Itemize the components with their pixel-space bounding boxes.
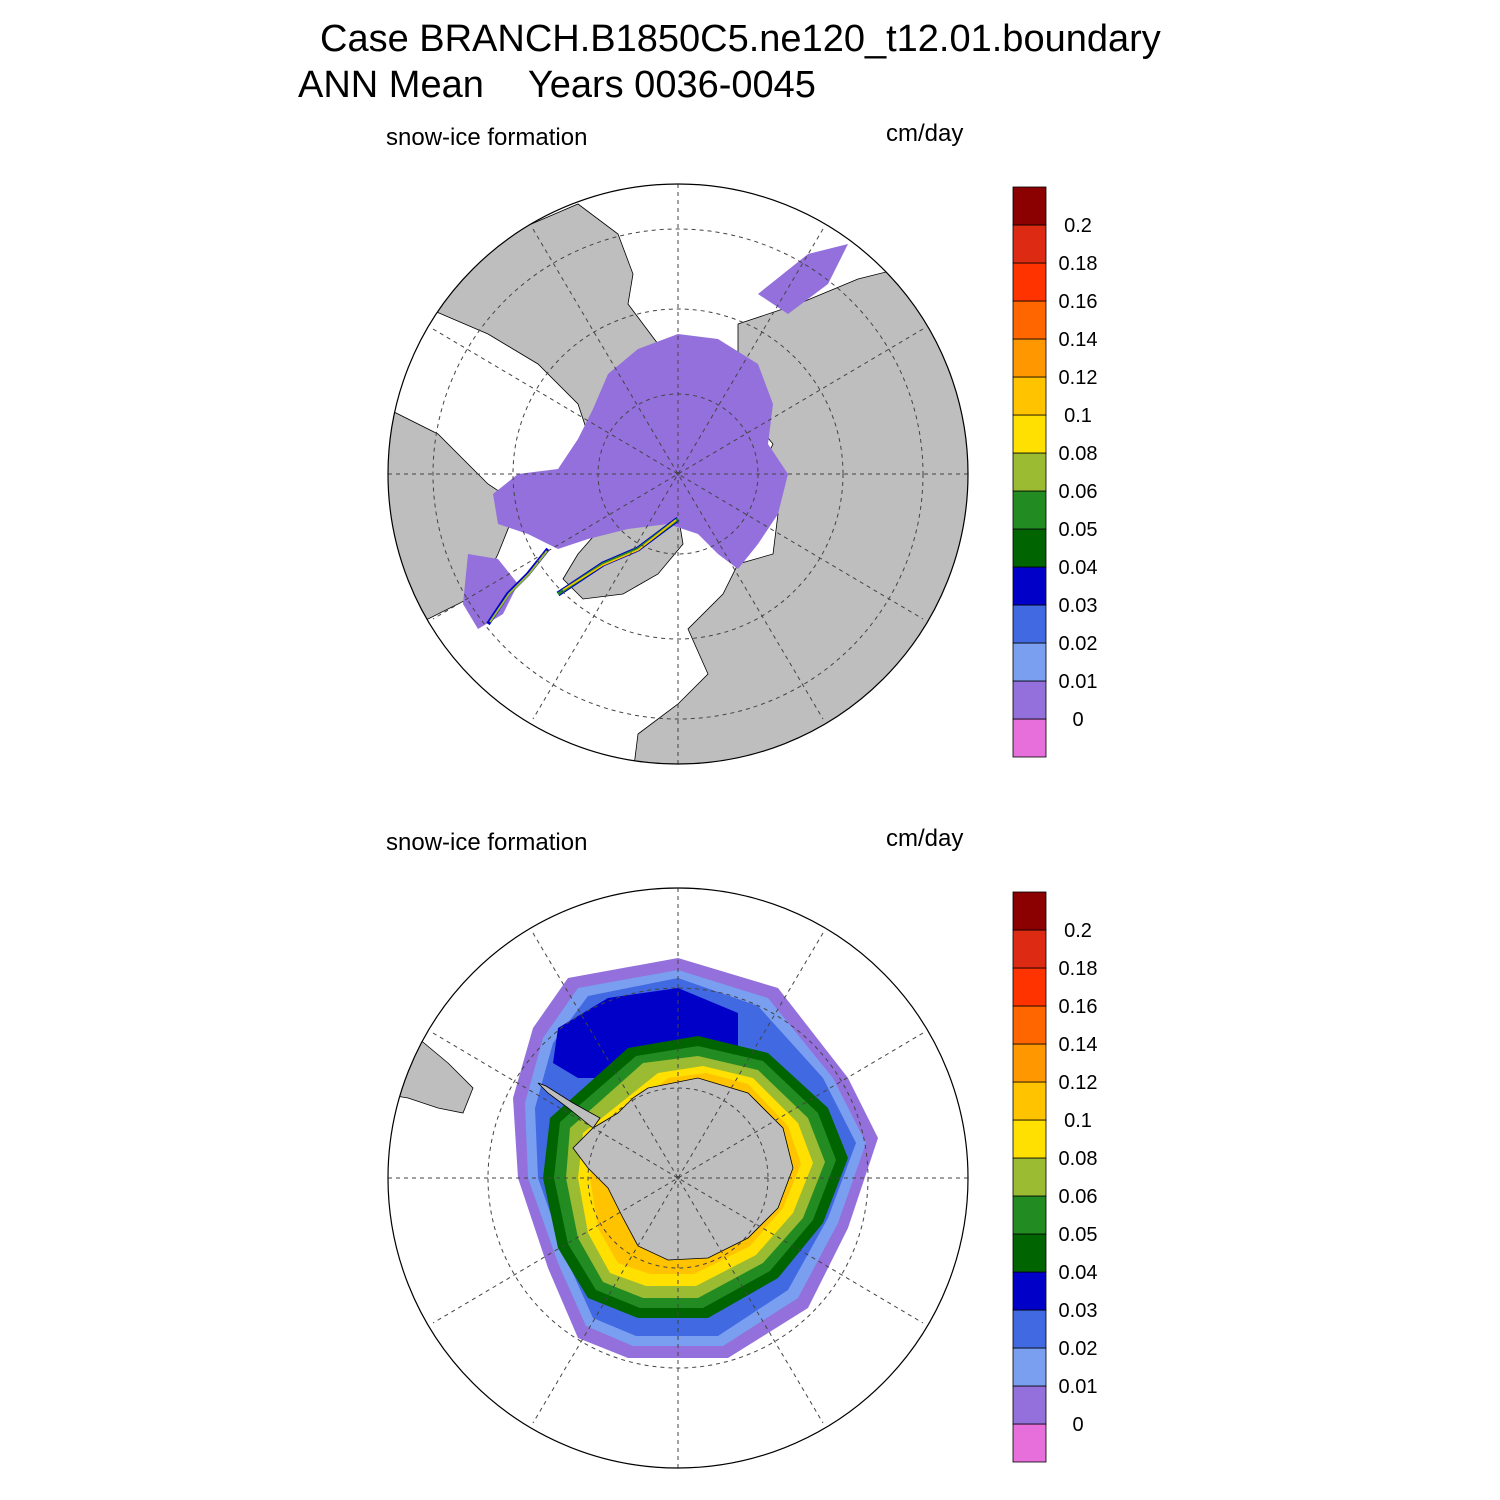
north-colorbar-tick-label: 0.04 (1059, 557, 1098, 579)
north-units-label: cm/day (886, 120, 964, 147)
south-colorbar-box (1012, 1309, 1047, 1349)
north-colorbar-box (1012, 680, 1047, 720)
figure-title: Case BRANCH.B1850C5.ne120_t12.01.boundar… (320, 18, 1161, 60)
north-colorbar-tick-label: 0.05 (1059, 519, 1098, 541)
south-colorbar-box (1012, 1081, 1047, 1121)
south-colorbar-box (1012, 891, 1047, 931)
season-label: ANN Mean (298, 64, 484, 106)
north-colorbar-tick-label: 0.18 (1059, 253, 1098, 275)
south-seaice-weddell-blue (553, 988, 738, 1078)
south-colorbar-box (1012, 1195, 1047, 1235)
north-colorbar-tick-label: 0 (1072, 709, 1083, 731)
south-map-border (387, 887, 969, 1469)
north-colorbar-tick-label: 0.1 (1064, 405, 1092, 427)
north-colorbar-box (1012, 452, 1047, 492)
north-colorbar-box (1012, 566, 1047, 606)
south-colorbar-tick-label: 0.06 (1059, 1186, 1098, 1208)
figure-subtitle: ANN Mean Years 0036-0045 (298, 64, 816, 107)
south-land-antarctic-peninsula (537, 1082, 601, 1129)
south-colorbar-box (1012, 1385, 1047, 1425)
north-graticule (388, 184, 968, 764)
north-colorbar-box (1012, 490, 1047, 530)
south-colorbar-box (1012, 1233, 1047, 1273)
north-colorbar-tick-label: 0.16 (1059, 291, 1098, 313)
north-colorbar-box (1012, 224, 1047, 264)
north-colorbar-box (1012, 262, 1047, 302)
north-colorbar: 0 0.01 0.02 0.03 0.04 0.05 0.06 0.08 0.1 0.12 0.14… (1012, 186, 1098, 758)
south-graticule (388, 888, 968, 1468)
north-colorbar-box (1012, 300, 1047, 340)
north-colorbar-tick-label: 0.12 (1059, 367, 1098, 389)
north-map-border (387, 183, 969, 765)
north-variable-label: snow-ice formation (386, 124, 588, 151)
north-colorbar-tick-label: 0.01 (1059, 671, 1098, 693)
north-coastal-band-3 (562, 519, 677, 591)
north-colorbar-tick-label: 0.08 (1059, 443, 1098, 465)
north-colorbar-box (1012, 604, 1047, 644)
north-colorbar-box (1012, 376, 1047, 416)
north-colorbar-tick-label: 0.02 (1059, 633, 1098, 655)
south-colorbar-tick-label: 0.02 (1059, 1338, 1098, 1360)
south-colorbar-tick-label: 0.14 (1059, 1034, 1098, 1056)
north-colorbar-tick-label: 0.06 (1059, 481, 1098, 503)
south-colorbar-box (1012, 1005, 1047, 1045)
south-colorbar-tick-label: 0 (1072, 1414, 1083, 1436)
north-colorbar-box (1012, 414, 1047, 454)
south-colorbar-box (1012, 1119, 1047, 1159)
north-colorbar-tick-label: 0.2 (1064, 215, 1092, 237)
south-polar-map (387, 887, 969, 1469)
south-colorbar-tick-label: 0.1 (1064, 1110, 1092, 1132)
south-colorbar-tick-label: 0.01 (1059, 1376, 1098, 1398)
years-label: Years 0036-0045 (527, 64, 816, 106)
south-colorbar-box (1012, 1043, 1047, 1083)
north-colorbar-box (1012, 642, 1047, 682)
north-polar-map (387, 183, 969, 765)
south-variable-label: snow-ice formation (386, 829, 588, 856)
north-colorbar-tick-label: 0.14 (1059, 329, 1098, 351)
south-colorbar-tick-label: 0.03 (1059, 1300, 1098, 1322)
north-seaice-okhotsk (758, 244, 848, 314)
south-colorbar: 0 0.01 0.02 0.03 0.04 0.05 0.06 0.08 0.1 0.12 0.14… (1012, 891, 1098, 1463)
north-colorbar-tick-label: 0.03 (1059, 595, 1098, 617)
south-colorbar-tick-label: 0.08 (1059, 1148, 1098, 1170)
south-units-label: cm/day (886, 825, 964, 852)
north-coastal-band-5 (489, 550, 548, 623)
south-colorbar-box (1012, 1423, 1047, 1463)
south-colorbar-box (1012, 1271, 1047, 1311)
south-colorbar-box (1012, 1157, 1047, 1197)
north-colorbar-box (1012, 338, 1047, 378)
south-colorbar-tick-label: 0.12 (1059, 1072, 1098, 1094)
north-seaice-hudson (463, 554, 518, 629)
south-colorbar-tick-label: 0.16 (1059, 996, 1098, 1018)
south-colorbar-tick-label: 0.05 (1059, 1224, 1098, 1246)
north-colorbar-box (1012, 186, 1047, 226)
north-colorbar-box (1012, 528, 1047, 568)
south-colorbar-box (1012, 929, 1047, 969)
south-colorbar-box (1012, 1347, 1047, 1387)
south-colorbar-tick-label: 0.2 (1064, 920, 1092, 942)
south-colorbar-tick-label: 0.04 (1059, 1262, 1098, 1284)
south-colorbar-box (1012, 967, 1047, 1007)
south-colorbar-tick-label: 0.18 (1059, 958, 1098, 980)
north-colorbar-box (1012, 718, 1047, 758)
